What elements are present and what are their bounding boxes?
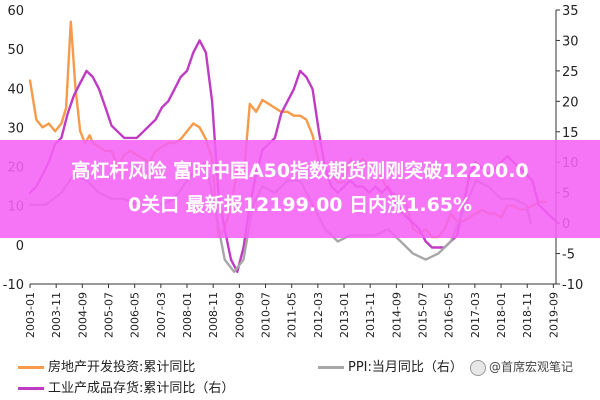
x-axis: 2003-01 2003-11 2004-09 2005-07 2006-05 2007-…	[24, 284, 560, 338]
watermark-text: @首席宏观笔记	[489, 360, 574, 374]
legend-swatch-gray	[318, 366, 344, 369]
y-left-tick-label: -10	[3, 278, 24, 293]
y-left-tick-label: 30	[7, 121, 24, 136]
legend-label: PPI:当月同比（右）	[348, 360, 463, 375]
banner-line-2: 0关口 最新报12199.00 日内涨1.65%	[127, 194, 473, 216]
x-tick-label: 2010-07	[260, 292, 273, 338]
x-tick-label: 2007-03	[155, 292, 168, 338]
y-right-tick-label: 35	[562, 4, 579, 19]
legend-swatch-purple	[18, 387, 44, 390]
y-right-tick-label: 15	[562, 126, 579, 141]
x-tick-label: 2003-01	[24, 292, 37, 338]
x-tick-label: 2009-09	[233, 292, 246, 338]
y-right-tick-label: 30	[562, 34, 579, 49]
y-left-tick-label: 50	[7, 43, 24, 58]
x-tick-label: 2011-05	[286, 292, 299, 338]
y-right-tick-label: -5	[562, 248, 575, 263]
legend-item-real-estate: 房地产开发投资:累计同比	[18, 358, 195, 378]
x-tick-label: 2018-01	[495, 292, 508, 338]
x-tick-label: 2013-01	[338, 292, 351, 338]
x-tick-label: 2013-11	[364, 292, 377, 338]
x-tick-label: 2014-09	[390, 292, 403, 338]
y-right-tick-label: 20	[562, 95, 579, 110]
news-banner[interactable]: 高杠杆风险 富时中国A50指数期货刚刚突破12200.0 0关口 最新报1219…	[0, 140, 600, 238]
x-tick-label: 2003-11	[50, 292, 63, 338]
x-tick-label: 2019-09	[547, 292, 560, 338]
y-left-tick-label: 0	[16, 239, 24, 254]
y-right-tick-label: 25	[562, 65, 579, 80]
legend-item-inventory: 工业产成品存货:累计同比（右）	[18, 379, 234, 399]
x-tick-label: 2017-03	[469, 292, 482, 338]
x-tick-label: 2016-05	[443, 292, 456, 338]
legend: 房地产开发投资:累计同比 工业产成品存货:累计同比（右） PPI:当月同比（右）	[0, 356, 600, 400]
x-tick-label: 2018-11	[521, 292, 534, 338]
wechat-icon	[470, 359, 486, 376]
watermark: @首席宏观笔记	[470, 356, 573, 378]
legend-swatch-orange	[18, 366, 44, 369]
y-left-tick-label: 60	[7, 4, 24, 19]
x-tick-label: 2006-05	[129, 292, 142, 338]
legend-item-ppi: PPI:当月同比（右）	[318, 358, 463, 378]
x-tick-label: 2012-03	[312, 292, 325, 338]
x-tick-label: 2005-07	[103, 292, 116, 338]
legend-label: 房地产开发投资:累计同比	[48, 360, 196, 375]
legend-label: 工业产成品存货:累计同比（右）	[48, 381, 235, 396]
banner-line-1: 高杠杆风险 富时中国A50指数期货刚刚突破12200.0	[71, 160, 529, 182]
y-right-tick-label: -10	[562, 278, 583, 293]
x-tick-label: 2008-01	[181, 292, 194, 338]
x-tick-label: 2015-07	[417, 292, 430, 338]
x-tick-label: 2008-11	[207, 292, 220, 338]
y-left-tick-label: 40	[7, 82, 24, 97]
x-tick-label: 2004-09	[76, 292, 89, 338]
